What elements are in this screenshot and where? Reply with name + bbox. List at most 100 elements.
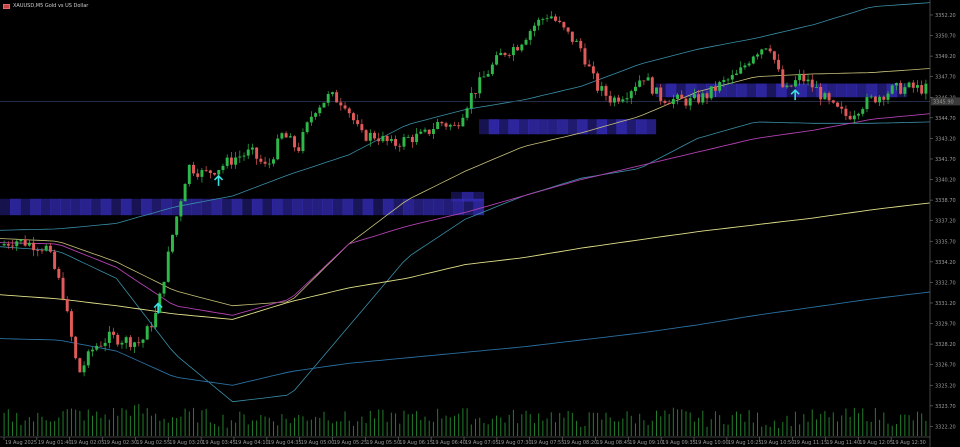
zone-block [70, 198, 82, 216]
zone-block [557, 119, 568, 135]
chart-flag-icon[interactable] [3, 3, 10, 9]
candle-body [907, 82, 911, 88]
zone-block [322, 198, 333, 216]
candle-body [314, 113, 318, 117]
candle-body [688, 98, 692, 106]
candle-body [196, 173, 200, 177]
time-tick-label: 19 Aug 11:40 [826, 440, 860, 446]
candle-body [61, 277, 65, 300]
candle-body [646, 77, 650, 81]
candle-body [440, 122, 444, 124]
zone-block [231, 198, 243, 216]
candle-body [596, 73, 600, 91]
zone-block [616, 119, 627, 135]
candle-body [406, 137, 410, 138]
zone-block [443, 198, 454, 216]
candle-body [886, 93, 890, 100]
zone-block [0, 198, 11, 216]
candle-body [587, 64, 591, 67]
candle-body [802, 73, 806, 82]
zone-block [606, 119, 617, 135]
candle-body [579, 40, 583, 49]
candle-body [19, 239, 23, 242]
candle-body [667, 102, 671, 105]
zone-block [241, 198, 253, 216]
candle-body [474, 92, 477, 94]
zone-block [181, 198, 192, 216]
candle-body [545, 18, 549, 20]
candle-body [250, 147, 254, 150]
zone-block [282, 198, 293, 216]
candle-body [532, 25, 536, 32]
candle-body [638, 80, 642, 87]
zone-block [645, 119, 657, 135]
candle-body [844, 108, 848, 116]
candle-body [6, 244, 10, 246]
time-tick-label: 19 Aug 05:25 [334, 440, 368, 446]
zone-block [201, 198, 213, 216]
candle-body [410, 137, 414, 143]
candle-body [453, 124, 456, 126]
zone-block [685, 83, 697, 98]
candle-body [625, 98, 629, 100]
candle-body [747, 63, 751, 66]
time-tick-label: 19 Aug 10:00 [695, 440, 729, 446]
candle-body [836, 102, 839, 107]
candle-body [427, 129, 431, 134]
zone-block [372, 198, 384, 216]
candle-body [621, 99, 625, 102]
candle-body [566, 27, 570, 32]
candle-body [133, 342, 137, 347]
zone-block [498, 119, 509, 135]
candle-body [608, 95, 612, 103]
candle-body [40, 250, 44, 252]
candle-body [65, 299, 69, 312]
candle-body [234, 157, 238, 165]
zone-block [508, 119, 519, 135]
zone-block [110, 198, 122, 216]
candle-body [158, 293, 162, 313]
zone-block [786, 83, 797, 98]
candle-body [840, 106, 844, 109]
price-tick-label: 3350.70 [935, 34, 956, 40]
symbol-header: XAUUSD,M5 Gold vs US Dollar [3, 3, 88, 9]
zone-block [856, 83, 868, 98]
candle-body [655, 87, 658, 94]
price-tick-label: 3325.20 [935, 383, 956, 389]
zone-block [453, 198, 464, 216]
time-tick-label: 19 Aug 12:30 [892, 440, 926, 446]
candle-body [431, 129, 435, 134]
signal-arrows [153, 89, 800, 314]
time-axis: 19 Aug 2025 19 Aug 01:40 19 Aug 02:05 19 Au… [0, 436, 930, 446]
candle-body [137, 342, 141, 344]
candle-body [86, 351, 90, 366]
zone-block [10, 198, 21, 216]
candle-body [360, 124, 364, 131]
candle-body [116, 334, 120, 345]
current-price-badge [931, 97, 960, 106]
time-tick-label: 19 Aug 2025 [5, 440, 37, 446]
candle-body [91, 349, 94, 352]
price-tick-label: 3344.70 [935, 116, 956, 122]
time-tick-label: 19 Aug 05:00 [301, 440, 335, 446]
candle-body [187, 164, 191, 185]
candle-body [78, 358, 82, 373]
zone-block [151, 198, 162, 216]
candle-body [183, 184, 187, 202]
zone-block [776, 83, 787, 98]
zone-block [40, 198, 51, 216]
candle-body [461, 117, 465, 127]
candle-body [743, 65, 747, 68]
zone-block [665, 83, 677, 98]
candle-body [911, 82, 915, 88]
zone-block [586, 119, 598, 135]
candle-body [541, 19, 545, 20]
candle-body [486, 74, 490, 77]
time-tick-label: 19 Aug 03:20 [169, 440, 203, 446]
candle-body [297, 147, 301, 152]
candle-body [27, 242, 31, 246]
candle-body [280, 133, 284, 139]
candle-body [74, 336, 78, 359]
time-tick-label: 19 Aug 09:10 [629, 440, 663, 446]
